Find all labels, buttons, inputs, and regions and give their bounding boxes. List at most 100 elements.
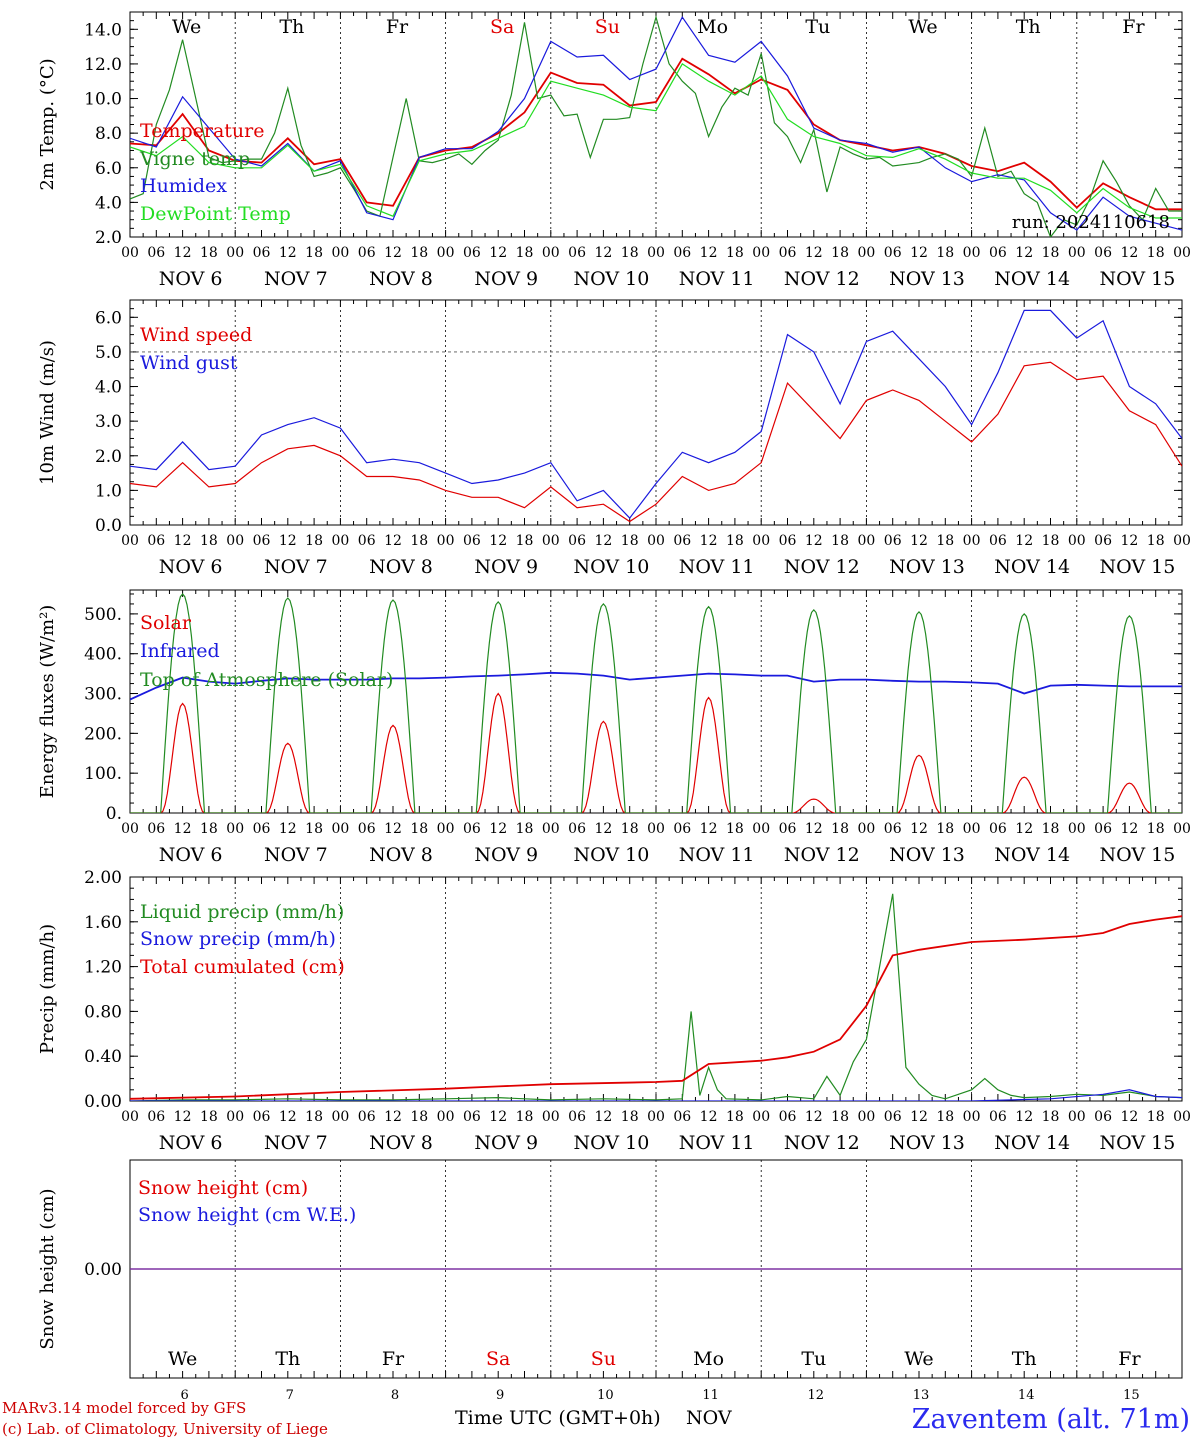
y-tick-label: 0.: [106, 804, 122, 824]
credit-line-1: MARv3.14 model forced by GFS: [2, 1399, 246, 1417]
weekday-label: Sa: [490, 16, 514, 38]
hour-label: 00: [542, 245, 560, 261]
hour-label: 00: [963, 245, 981, 261]
y-tick-label: 3.0: [95, 412, 122, 432]
hour-label: 12: [489, 821, 507, 837]
footer-texts: MARv3.14 model forced by GFS (c) Lab. of …: [2, 1399, 1190, 1438]
date-label: NOV 8: [369, 844, 433, 866]
date-label: NOV 7: [264, 1132, 328, 1154]
hour-label: 06: [463, 1109, 481, 1125]
hour-label: 00: [226, 245, 244, 261]
hour-label: 06: [884, 533, 902, 549]
date-label: NOV 14: [994, 268, 1070, 290]
hour-label: 18: [200, 533, 218, 549]
y-tick-label: 6.0: [95, 159, 122, 179]
hour-label: 06: [989, 533, 1007, 549]
y-tick-label: 2.0: [95, 447, 122, 467]
hour-label: 00: [121, 245, 139, 261]
hour-label: 00: [647, 533, 665, 549]
hour-label: 06: [358, 1109, 376, 1125]
y-tick-label: 0.00: [84, 1260, 122, 1280]
legend-entry: Snow height (cm): [138, 1177, 308, 1199]
hour-label: 00: [437, 245, 455, 261]
hour-label: 06: [989, 245, 1007, 261]
weekday-label: Sa: [486, 1348, 510, 1370]
legend-entry: Temperature: [140, 120, 264, 142]
hour-label: 12: [1015, 821, 1033, 837]
day-number-label: 7: [286, 1388, 294, 1403]
hour-label: 12: [1015, 245, 1033, 261]
weekday-label: We: [904, 1348, 933, 1370]
y-tick-label: 1.0: [95, 481, 122, 501]
date-label: NOV 9: [474, 844, 538, 866]
hour-label: 06: [358, 245, 376, 261]
hour-label: 06: [463, 821, 481, 837]
y-tick-label: 100.: [84, 764, 122, 784]
panel-2: 0.0 1.0 2.0 3.0 4.0 5.0 6.0 10m Wind (m/s) Wind …: [37, 299, 1191, 578]
hour-label: 18: [621, 1109, 639, 1125]
weekday-label: Th: [1016, 16, 1041, 38]
hour-label: 00: [1068, 821, 1086, 837]
y-tick-label: 0.40: [84, 1047, 122, 1067]
hour-label: 00: [963, 1109, 981, 1125]
y-axis-label: 2m Temp. (°C): [37, 58, 58, 190]
date-label: NOV 9: [474, 556, 538, 578]
hour-label: 18: [621, 821, 639, 837]
weekday-label: Fr: [1118, 1348, 1141, 1370]
hour-label: 06: [463, 533, 481, 549]
hour-label: 00: [226, 533, 244, 549]
hour-label: 06: [253, 821, 271, 837]
panel-3: 0. 100. 200. 300. 400. 500. Energy fluxes (W/m…: [37, 589, 1191, 866]
hour-label: 18: [305, 245, 323, 261]
hour-label: 18: [621, 533, 639, 549]
series-line-solar: [130, 692, 1182, 813]
plot-area: [130, 14, 1182, 237]
hour-label: 12: [384, 533, 402, 549]
hour-label: 12: [805, 245, 823, 261]
weekday-label: Tu: [801, 1348, 826, 1370]
plot-area: [130, 309, 1182, 523]
hour-label: 18: [200, 245, 218, 261]
legend-entry: Liquid precip (mm/h): [140, 901, 344, 923]
date-label: NOV 13: [889, 1132, 965, 1154]
y-tick-label: 10.0: [84, 90, 122, 110]
y-tick-label: 0.0: [95, 516, 122, 536]
hour-label: 12: [384, 821, 402, 837]
hour-label: 18: [1042, 1109, 1060, 1125]
hour-label: 06: [884, 821, 902, 837]
hour-label: 00: [331, 821, 349, 837]
weekday-label: Mo: [697, 16, 728, 38]
weekday-label: Th: [275, 1348, 300, 1370]
hour-label: 12: [1015, 1109, 1033, 1125]
plot-area: [130, 593, 1182, 813]
date-label: NOV 15: [1099, 1132, 1175, 1154]
series-line-liquid-precip-mm-h-: [130, 893, 1182, 1101]
hour-label: 12: [279, 1109, 297, 1125]
hour-label: 18: [410, 821, 428, 837]
y-tick-label: 200.: [84, 724, 122, 744]
day-number-label: 8: [391, 1388, 399, 1403]
date-label: NOV 10: [573, 1132, 649, 1154]
weekday-label: Fr: [386, 16, 409, 38]
hour-label: 00: [542, 1109, 560, 1125]
hour-label: 00: [857, 533, 875, 549]
date-label: NOV 13: [889, 844, 965, 866]
series-line-dewpoint-temp: [130, 63, 1182, 219]
hour-label: 18: [410, 1109, 428, 1125]
legend-entry: Top of Atmosphere (Solar): [140, 669, 393, 691]
date-label: NOV 6: [159, 268, 223, 290]
date-label: NOV 10: [573, 268, 649, 290]
weekday-label: We: [908, 16, 937, 38]
hour-label: 00: [331, 245, 349, 261]
date-label: NOV 14: [994, 556, 1070, 578]
y-tick-label: 0.80: [84, 1002, 122, 1022]
series-line-wind-gust: [130, 309, 1182, 520]
hour-label: 12: [805, 1109, 823, 1125]
hour-label: 06: [568, 1109, 586, 1125]
date-label: NOV 10: [573, 556, 649, 578]
hour-label: 00: [226, 821, 244, 837]
plot-area: [130, 893, 1182, 1101]
hour-label: 06: [673, 1109, 691, 1125]
series-line-snow-precip-mm-h-: [130, 1089, 1182, 1101]
